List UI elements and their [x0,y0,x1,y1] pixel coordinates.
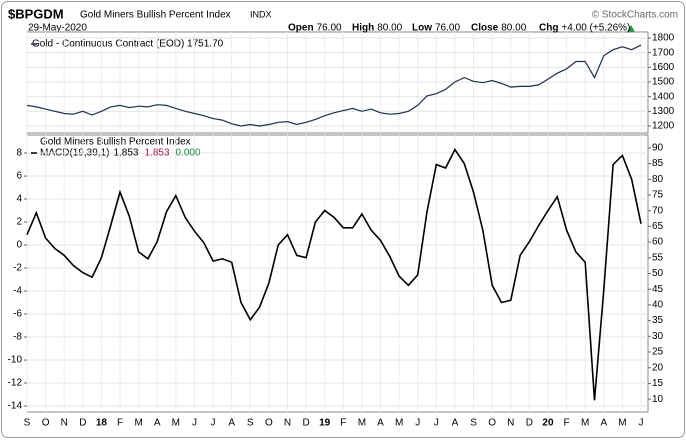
x-tick-label: J [192,418,197,429]
x-tick-label: F [117,418,123,429]
data-line [26,44,642,127]
quote-value: 76.00 [435,23,460,34]
exchange: INDX [250,9,272,19]
quote-value: +4.00 (+5.26%) [561,23,630,34]
x-tick-label: O [265,418,273,429]
price-panel [26,31,649,134]
y2-tick-label: 15 [652,378,664,389]
y-tick-label: 4 [16,194,22,205]
quote-value: 80.00 [377,23,402,34]
y2-tick-label: 85 [652,158,664,169]
y2-tick-label: 45 [652,284,664,295]
legend-value: 0.000 [176,148,201,159]
x-tick-label: F [340,418,346,429]
x-tick-label: J [415,418,420,429]
y-tick-label: 1600 [652,62,675,73]
y-tick-label: -14 [8,401,23,412]
legend-value: 1.853 [113,148,138,159]
x-tick-label: O [488,418,496,429]
x-tick-label: A [154,418,161,429]
x-tick-label: M [172,418,180,429]
x-tick-label: N [284,418,291,429]
x-tick-label: M [395,418,403,429]
x-tick-label: S [247,418,254,429]
y-tick-label: 1800 [652,33,675,44]
y2-tick-label: 80 [652,174,664,185]
y2-tick-label: 90 [652,143,664,154]
y-tick-label: 6 [16,171,22,182]
y-tick-label: -6 [13,309,22,320]
quote-label: High [352,23,374,34]
y2-tick-label: 65 [652,221,664,232]
quote-label: Chg [539,23,558,34]
y2-tick-label: 70 [652,205,664,216]
quote-value: 76.00 [317,23,342,34]
y-tick-label: -4 [13,286,22,297]
x-tick-label: D [302,418,309,429]
y2-tick-label: 35 [652,315,664,326]
x-tick-label: A [600,418,607,429]
y-tick-label: -2 [13,263,22,274]
x-tick-label: N [61,418,68,429]
y2-tick-label: 55 [652,252,664,263]
y-tick-label: 1700 [652,47,675,58]
symbol: $BPGDM [8,6,64,21]
x-tick-label: 19 [319,418,331,429]
source: © StockCharts.com [592,10,678,21]
quote-value: 80.00 [501,23,526,34]
y-tick-label: 0 [16,240,22,251]
x-tick-label: M [618,418,626,429]
x-tick-label: N [507,418,514,429]
x-tick-label: F [564,418,570,429]
y-tick-label: 1300 [652,106,675,117]
x-tick-label: A [452,418,459,429]
y-tick-label: 8 [16,148,22,159]
y2-tick-label: 75 [652,190,664,201]
quote-label: Low [412,23,432,34]
y-tick-label: -8 [13,332,22,343]
x-tick-label: J [211,418,216,429]
legend-value: 1.853 [145,148,170,159]
up-arrow [627,25,635,32]
x-tick-label: A [377,418,384,429]
date: 29-May-2020 [28,23,87,34]
index-name: Gold Miners Bullish Percent Index [80,10,231,21]
y-tick-label: 2 [16,217,22,228]
y2-tick-label: 50 [652,268,664,279]
x-tick-label: M [134,418,142,429]
y-tick-label: 1500 [652,77,675,88]
x-tick-label: M [581,418,589,429]
x-tick-label: S [470,418,477,429]
indicator-panel [26,134,649,413]
x-tick-label: 18 [96,418,108,429]
x-tick-label: J [434,418,439,429]
panel-title: Gold Miners Bullish Percent Index [40,137,191,148]
data-line [26,148,642,401]
y2-tick-label: 25 [652,347,664,358]
quote-label: Open [288,23,314,34]
y-tick-label: -12 [8,378,23,389]
y-tick-label: -10 [8,355,23,366]
x-tick-label: M [358,418,366,429]
x-tick-label: J [639,418,644,429]
x-tick-label: S [24,418,31,429]
x-tick-label: A [228,418,235,429]
y2-tick-label: 40 [652,300,664,311]
y-tick-label: 1400 [652,91,675,102]
y2-tick-label: 20 [652,362,664,373]
quote-label: Close [471,23,499,34]
y2-tick-label: 10 [652,394,664,405]
y2-tick-label: 60 [652,237,664,248]
x-tick-label: D [526,418,533,429]
y2-tick-label: 30 [652,331,664,342]
x-tick-label: D [79,418,86,429]
y-tick-label: 1200 [652,121,675,132]
legend-entry: Gold - Continuous Contract (EOD) 1751.70 [32,39,224,50]
x-tick-label: O [42,418,50,429]
x-tick-label: 20 [542,418,554,429]
